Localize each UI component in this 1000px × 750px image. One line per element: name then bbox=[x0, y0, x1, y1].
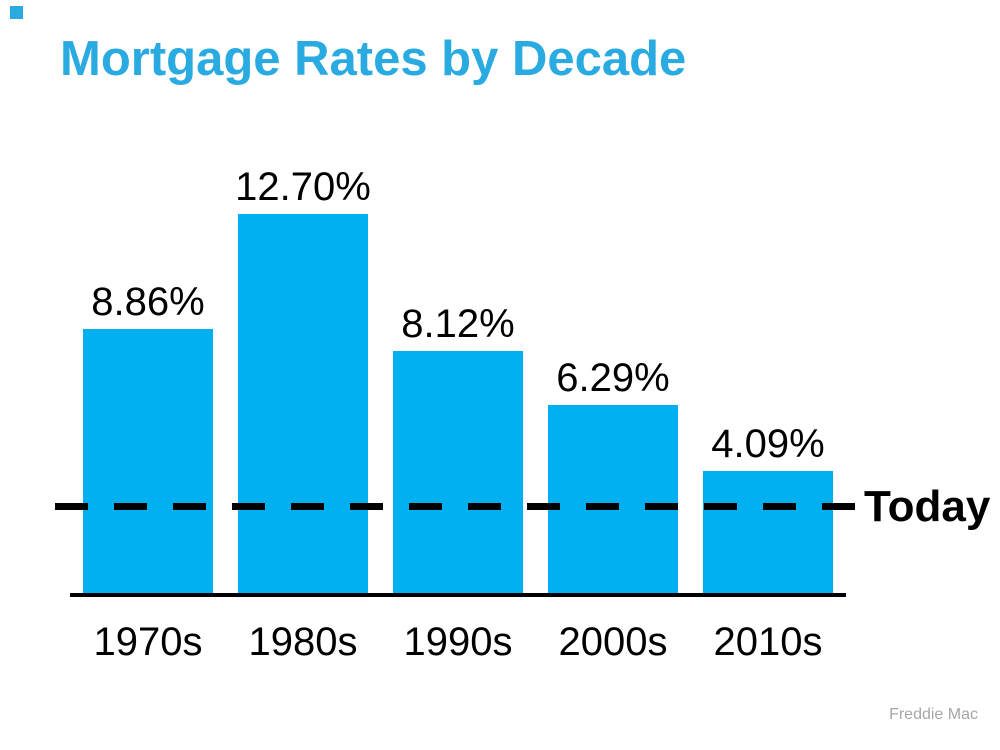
today-dashed-line bbox=[55, 503, 855, 510]
value-label-2010s: 4.09% bbox=[711, 422, 825, 466]
x-axis-line bbox=[70, 593, 846, 597]
value-label-2000s: 6.29% bbox=[556, 356, 670, 400]
chart-title: Mortgage Rates by Decade bbox=[60, 32, 687, 86]
category-label-1970s: 1970s bbox=[93, 620, 203, 664]
category-label-2010s: 2010s bbox=[713, 620, 823, 664]
category-label-1980s: 1980s bbox=[248, 620, 358, 664]
bar-2010s bbox=[703, 471, 833, 593]
bar-2000s bbox=[548, 405, 678, 593]
category-label-1990s: 1990s bbox=[403, 620, 513, 664]
corner-accent-square bbox=[10, 6, 23, 19]
bar-1980s bbox=[238, 214, 368, 593]
bar-1990s bbox=[393, 351, 523, 593]
today-label: Today bbox=[864, 482, 991, 531]
bar-1970s bbox=[83, 329, 213, 593]
value-label-1990s: 8.12% bbox=[401, 302, 515, 346]
category-label-2000s: 2000s bbox=[558, 620, 668, 664]
value-label-1980s: 12.70% bbox=[235, 165, 371, 209]
value-label-1970s: 8.86% bbox=[91, 280, 205, 324]
source-attribution: Freddie Mac bbox=[889, 706, 978, 723]
